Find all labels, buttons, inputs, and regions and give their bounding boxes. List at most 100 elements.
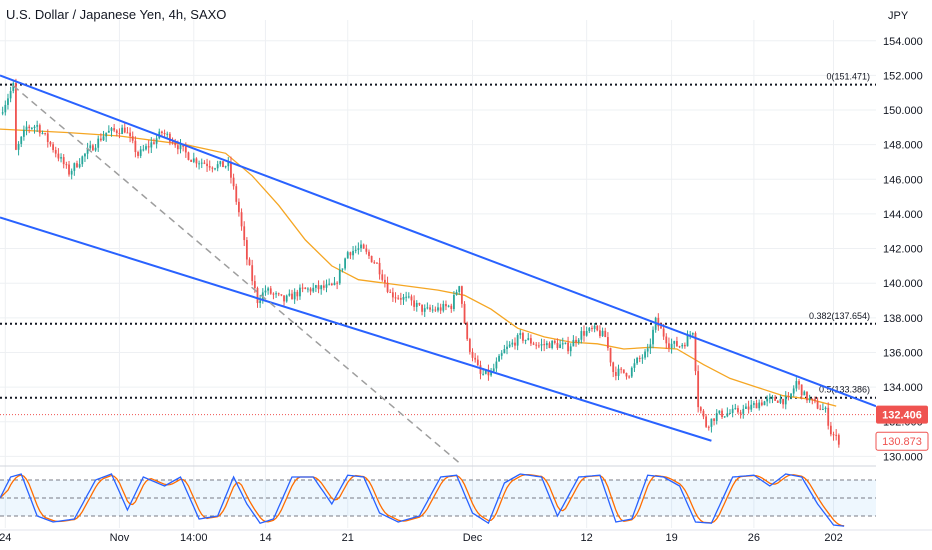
candle-body — [681, 344, 684, 347]
price-tick-label: 144.000 — [883, 209, 923, 221]
price-tick-label: 148.000 — [883, 140, 923, 152]
candle-body — [219, 161, 222, 165]
candle-body — [548, 343, 551, 349]
candle-body — [142, 149, 145, 151]
candle-body — [235, 186, 238, 202]
candle-body — [540, 344, 543, 346]
candle-body — [575, 339, 577, 343]
candle-body — [145, 146, 147, 150]
candle-body — [251, 265, 254, 282]
candle-body — [824, 407, 827, 410]
candle-body — [567, 342, 569, 352]
candle-body — [723, 416, 726, 418]
candle-body — [636, 357, 638, 364]
candle-body — [198, 163, 200, 165]
candle-body — [524, 339, 527, 341]
candle-body — [376, 262, 378, 264]
candle-body — [33, 126, 36, 128]
candle-body — [798, 381, 800, 385]
candle-body — [596, 325, 599, 331]
candle-body — [105, 132, 108, 137]
candle-body — [333, 282, 336, 286]
candle-body — [492, 368, 495, 372]
candle-body — [633, 363, 636, 368]
candle-body — [835, 434, 838, 436]
candle-body — [70, 170, 73, 175]
candle-body — [766, 398, 769, 402]
candle-body — [94, 147, 97, 151]
candle-body — [285, 295, 288, 302]
candle-body — [822, 409, 824, 411]
price-tick-label: 136.000 — [883, 347, 923, 359]
candle-body — [317, 285, 320, 290]
candle-body — [86, 148, 89, 154]
candle-body — [482, 373, 485, 375]
candle-body — [572, 339, 575, 347]
candle-body — [203, 162, 206, 164]
candle-body — [503, 349, 506, 354]
candle-body — [490, 371, 492, 376]
candle-body — [391, 292, 394, 298]
candle-body — [280, 294, 283, 296]
candle-body — [368, 251, 370, 256]
last-price-badge — [876, 405, 928, 424]
candle-body — [787, 396, 790, 398]
candle-body — [476, 359, 479, 366]
candle-body — [506, 346, 508, 350]
candle-body — [344, 258, 346, 269]
candle-body — [81, 156, 84, 165]
candle-body — [601, 330, 604, 337]
candle-body — [259, 300, 262, 304]
candle-body — [110, 128, 113, 131]
candle-body — [774, 397, 777, 401]
candle-body — [500, 353, 503, 356]
candle-body — [49, 141, 52, 145]
price-axis-bg — [876, 0, 932, 550]
candle-body — [445, 303, 447, 307]
candle-body — [641, 357, 644, 359]
candle-body — [758, 402, 761, 409]
candle-body — [9, 90, 12, 99]
candle-body — [508, 344, 511, 347]
candle-body — [829, 425, 832, 435]
price-tick-label: 150.000 — [883, 105, 923, 117]
candle-body — [4, 104, 7, 113]
candle-body — [330, 283, 333, 286]
candle-body — [176, 145, 179, 150]
currency-label: JPY — [888, 10, 909, 22]
time-tick-label: Dec — [463, 532, 483, 544]
candle-body — [556, 342, 559, 349]
candle-body — [245, 240, 248, 260]
candle-body — [686, 335, 689, 347]
candle-body — [622, 369, 625, 373]
price-tick-label: 152.000 — [883, 70, 923, 82]
candle-body — [564, 342, 567, 344]
candle-body — [522, 333, 524, 341]
candle-body — [373, 262, 376, 264]
candle-body — [277, 293, 280, 295]
candle-body — [394, 297, 397, 299]
candle-body — [389, 291, 392, 293]
candle-body — [309, 288, 312, 292]
candle-body — [752, 403, 755, 405]
candle-body — [755, 403, 758, 409]
candle-body — [699, 407, 702, 411]
candle-body — [665, 336, 668, 344]
candle-body — [256, 288, 259, 304]
candle-body — [346, 252, 349, 259]
candle-body — [612, 362, 615, 373]
candle-body — [230, 161, 232, 178]
candle-body — [583, 331, 585, 336]
candle-body — [731, 408, 734, 413]
channel-lines — [0, 74, 877, 466]
fib-level-label: 0(151.471) — [826, 72, 870, 82]
candle-body — [726, 413, 729, 417]
price-tick-label: 142.000 — [883, 244, 923, 256]
candle-body — [275, 293, 277, 295]
candle-body — [792, 388, 795, 394]
candle-body — [466, 323, 469, 340]
candle-body — [516, 335, 519, 346]
candle-body — [806, 391, 808, 401]
candle-body — [139, 149, 142, 156]
